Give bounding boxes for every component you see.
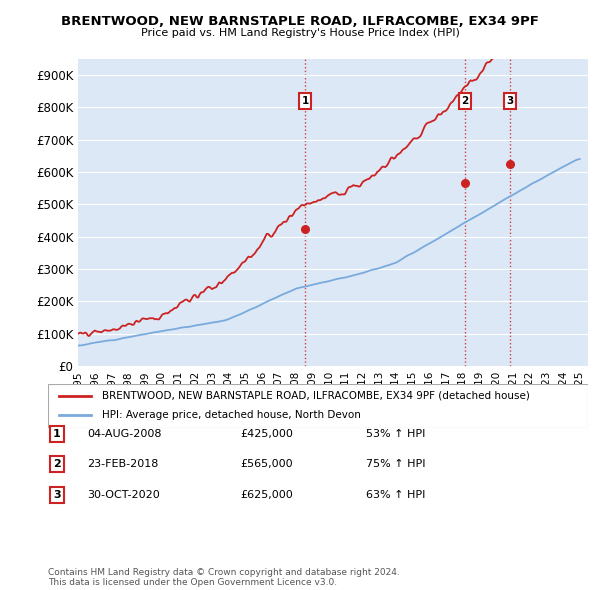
Text: 30-OCT-2020: 30-OCT-2020 — [87, 490, 160, 500]
Text: 23-FEB-2018: 23-FEB-2018 — [87, 460, 158, 469]
Text: Contains HM Land Registry data © Crown copyright and database right 2024.
This d: Contains HM Land Registry data © Crown c… — [48, 568, 400, 587]
Text: 75% ↑ HPI: 75% ↑ HPI — [366, 460, 425, 469]
Text: £625,000: £625,000 — [240, 490, 293, 500]
Text: 53% ↑ HPI: 53% ↑ HPI — [366, 429, 425, 438]
Text: 3: 3 — [53, 490, 61, 500]
Text: 3: 3 — [506, 96, 514, 106]
Text: £565,000: £565,000 — [240, 460, 293, 469]
Text: 2: 2 — [53, 460, 61, 469]
Text: Price paid vs. HM Land Registry's House Price Index (HPI): Price paid vs. HM Land Registry's House … — [140, 28, 460, 38]
Text: 63% ↑ HPI: 63% ↑ HPI — [366, 490, 425, 500]
Text: HPI: Average price, detached house, North Devon: HPI: Average price, detached house, Nort… — [102, 411, 361, 420]
Text: 04-AUG-2008: 04-AUG-2008 — [87, 429, 161, 438]
Text: BRENTWOOD, NEW BARNSTAPLE ROAD, ILFRACOMBE, EX34 9PF: BRENTWOOD, NEW BARNSTAPLE ROAD, ILFRACOM… — [61, 15, 539, 28]
FancyBboxPatch shape — [48, 384, 588, 428]
Text: £425,000: £425,000 — [240, 429, 293, 438]
Text: BRENTWOOD, NEW BARNSTAPLE ROAD, ILFRACOMBE, EX34 9PF (detached house): BRENTWOOD, NEW BARNSTAPLE ROAD, ILFRACOM… — [102, 391, 530, 401]
Text: 1: 1 — [53, 429, 61, 438]
Text: 2: 2 — [461, 96, 469, 106]
Text: 1: 1 — [301, 96, 309, 106]
